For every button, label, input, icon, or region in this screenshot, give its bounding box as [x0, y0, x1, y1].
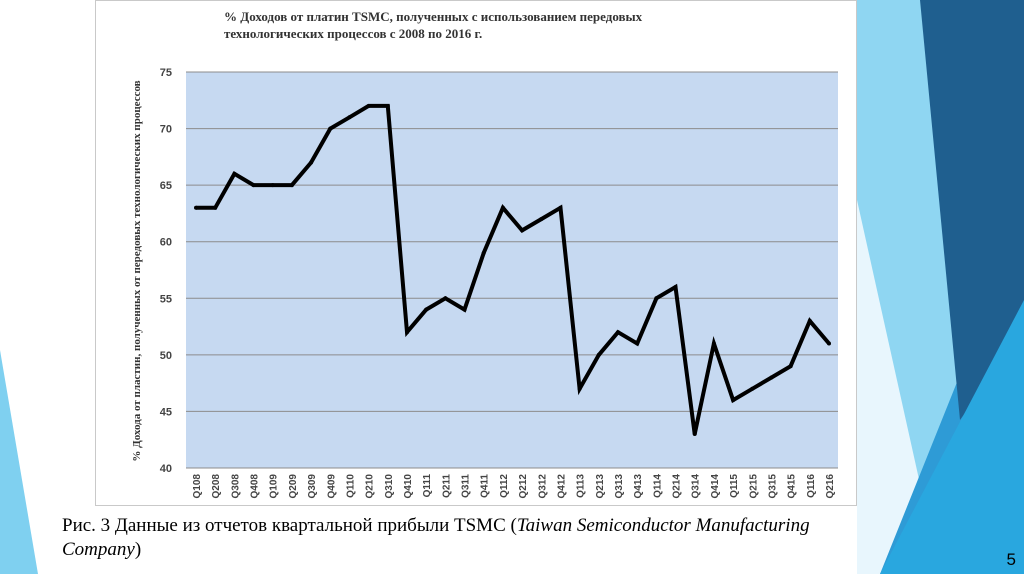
figure-caption: Рис. 3 Данные из отчетов квартальной при…	[62, 514, 942, 562]
x-tick-label: Q309	[307, 474, 318, 499]
data-point	[232, 171, 237, 176]
y-tick-label: 65	[160, 180, 172, 192]
x-tick-label: Q410	[403, 474, 414, 499]
x-tick-label: Q112	[499, 474, 510, 498]
x-tick-label: Q413	[633, 474, 644, 499]
data-point	[654, 296, 659, 301]
x-tick-label: Q111	[422, 474, 433, 498]
y-tick-label: 45	[160, 406, 172, 418]
data-point	[500, 205, 505, 210]
x-tick-label: Q312	[537, 474, 548, 499]
x-tick-label: Q314	[691, 474, 702, 499]
x-tick-label: Q114	[652, 474, 663, 498]
caption-prefix: Рис. 3 Данные из отчетов квартальной при…	[62, 515, 517, 536]
x-tick-label: Q415	[787, 474, 798, 499]
page-number: 5	[1006, 550, 1016, 569]
x-tick-label: Q209	[288, 474, 299, 499]
data-point	[405, 330, 409, 335]
chart-frame: % Доходов от платин TSMC, полученных с и…	[95, 0, 857, 506]
line-chart: % Доходов от платин TSMC, полученных с и…	[131, 9, 838, 499]
y-axis-label: % Дохода от пластин, полученных от перед…	[131, 80, 143, 461]
data-point	[443, 296, 448, 301]
data-point	[520, 228, 525, 233]
data-point	[289, 183, 294, 188]
grid-lines	[186, 71, 838, 469]
x-tick-label: Q208	[211, 474, 222, 499]
x-tick-label: Q214	[672, 474, 683, 499]
data-point	[769, 375, 774, 380]
x-tick-label: Q308	[230, 474, 241, 499]
series-line	[196, 103, 831, 435]
data-point	[711, 341, 716, 346]
x-tick-label: Q211	[441, 474, 452, 498]
x-tick-label: Q215	[748, 474, 759, 499]
x-tick-label: Q109	[269, 474, 280, 499]
x-tick-label: Q210	[365, 474, 376, 499]
caption-suffix: )	[134, 539, 142, 560]
x-tick-label: Q213	[595, 474, 606, 499]
y-tick-label: 70	[160, 124, 172, 136]
x-tick-label: Q110	[345, 474, 356, 498]
data-point	[462, 307, 467, 312]
data-point	[366, 103, 371, 108]
caption-company-line1: Taiwan Semiconductor Manufacturing	[516, 515, 810, 536]
data-point	[539, 217, 544, 222]
x-tick-label: Q216	[825, 474, 836, 499]
data-point	[328, 126, 333, 131]
data-point	[616, 330, 620, 335]
data-point	[481, 251, 486, 256]
data-point	[827, 341, 831, 346]
y-tick-label: 50	[160, 350, 172, 362]
data-point	[309, 160, 314, 165]
y-tick-label: 75	[160, 67, 172, 79]
chart-title-line2: технологических процессов с 2008 по 2016…	[224, 26, 482, 41]
data-point	[385, 103, 390, 108]
data-point	[577, 386, 582, 391]
chart-title-line1: % Доходов от платин TSMC, полученных с и…	[224, 9, 643, 24]
x-tick-label: Q116	[806, 474, 817, 498]
x-tick-label: Q412	[556, 474, 567, 499]
x-tick-label: Q408	[250, 474, 261, 499]
x-tick-label: Q411	[480, 474, 491, 498]
data-point	[673, 284, 678, 289]
data-point	[750, 386, 755, 391]
data-point	[251, 183, 256, 188]
data-points	[194, 103, 831, 437]
data-point	[194, 205, 198, 210]
data-point	[213, 205, 218, 210]
x-tick-label: Q113	[576, 474, 587, 498]
x-tick-label: Q108	[192, 474, 203, 499]
data-point	[347, 115, 352, 120]
data-point	[424, 307, 429, 312]
x-tick-label: Q414	[710, 474, 721, 499]
right-accent-dark	[920, 0, 1024, 420]
data-point	[596, 352, 601, 357]
y-tick-label: 40	[160, 463, 172, 475]
data-point	[731, 398, 736, 403]
data-point	[692, 432, 697, 437]
y-tick-labels: 40 45 50 55 60 65 70 75	[160, 67, 172, 475]
x-tick-label: Q310	[384, 474, 395, 499]
data-point	[270, 183, 275, 188]
data-point	[635, 341, 640, 346]
plot-area	[186, 72, 838, 468]
x-tick-label: Q311	[461, 474, 472, 498]
x-tick-label: Q409	[326, 474, 337, 499]
x-tick-label: Q212	[518, 474, 529, 499]
data-point	[807, 318, 812, 323]
x-tick-labels: Q108 Q208 Q308 Q408 Q109 Q209 Q309 Q409 Q110 Q210…	[192, 474, 836, 499]
y-tick-label: 55	[160, 293, 172, 305]
caption-company-line2: Company	[62, 539, 135, 560]
x-tick-label: Q115	[729, 474, 740, 498]
x-tick-label: Q315	[767, 474, 778, 499]
data-point	[788, 364, 793, 369]
x-tick-label: Q313	[614, 474, 625, 499]
left-accent-shape	[0, 350, 38, 574]
right-accent-bottom	[880, 300, 1024, 574]
data-point	[558, 205, 563, 210]
y-tick-label: 60	[160, 237, 172, 249]
